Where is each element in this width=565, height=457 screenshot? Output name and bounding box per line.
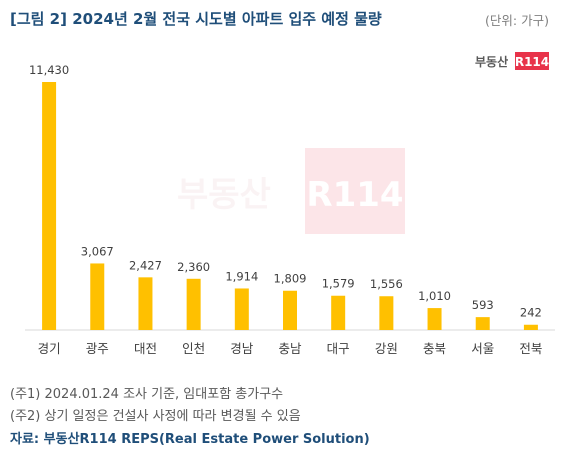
bar-8 bbox=[427, 308, 442, 330]
data-label-1: 3,067 bbox=[81, 244, 114, 258]
bar-4 bbox=[234, 288, 249, 330]
data-label-3: 2,360 bbox=[177, 260, 210, 274]
data-label-0: 11,430 bbox=[29, 63, 69, 77]
footnote-1: (주1) 2024.01.24 조사 기준, 임대포함 총가구수 bbox=[10, 387, 284, 402]
bar-chart: 11,430 경기 3,067 광주 2,427 대전 2,360 인천 1,914 경남 1,80… bbox=[25, 63, 555, 356]
bar-5 bbox=[283, 290, 297, 330]
brand-logo: 부동산 R114 bbox=[475, 49, 551, 73]
source-credit: 자료: 부동산R114 REPS(Real Estate Power Solut… bbox=[10, 432, 370, 447]
bar-10 bbox=[523, 324, 538, 330]
bar-2 bbox=[138, 277, 153, 330]
unit-label: (단위: 가구) bbox=[485, 13, 549, 28]
chart-title: [그림 2] 2024년 2월 전국 시도별 아파트 입주 예정 물량 bbox=[10, 10, 382, 28]
brand-logo-korean: 부동산 bbox=[475, 54, 508, 69]
data-label-10: 242 bbox=[520, 306, 542, 320]
category-label-8: 충북 bbox=[423, 341, 446, 356]
bar-9 bbox=[475, 317, 490, 330]
bar-3 bbox=[186, 278, 201, 330]
data-label-2: 2,427 bbox=[129, 258, 162, 272]
footnote-2: (주2) 상기 일정은 건설사 사정에 따라 변경될 수 있음 bbox=[10, 409, 301, 424]
watermark: 부동산 R114 bbox=[177, 148, 407, 234]
category-label-4: 경남 bbox=[230, 341, 254, 356]
brand-logo-r114: R114 bbox=[515, 55, 549, 69]
data-label-9: 593 bbox=[472, 298, 494, 312]
data-label-8: 1,010 bbox=[418, 289, 451, 303]
data-label-5: 1,809 bbox=[274, 272, 307, 286]
bar-6 bbox=[331, 295, 346, 330]
data-label-7: 1,556 bbox=[370, 277, 403, 291]
bar-7 bbox=[379, 296, 394, 330]
category-label-5: 충남 bbox=[278, 341, 302, 356]
category-label-1: 광주 bbox=[86, 341, 109, 356]
data-label-4: 1,914 bbox=[225, 269, 258, 283]
category-label-9: 서울 bbox=[471, 341, 494, 356]
svg-text:부동산: 부동산 bbox=[177, 175, 271, 215]
category-label-3: 인천 bbox=[182, 341, 205, 356]
bar-0 bbox=[42, 82, 57, 330]
category-label-6: 대구 bbox=[327, 341, 350, 356]
category-label-2: 대전 bbox=[134, 341, 157, 356]
category-label-0: 경기 bbox=[38, 341, 61, 356]
svg-text:R114: R114 bbox=[306, 175, 403, 215]
category-label-10: 전북 bbox=[519, 341, 542, 356]
data-label-6: 1,579 bbox=[322, 277, 355, 291]
category-label-7: 강원 bbox=[375, 341, 398, 356]
bar-1 bbox=[90, 263, 105, 330]
